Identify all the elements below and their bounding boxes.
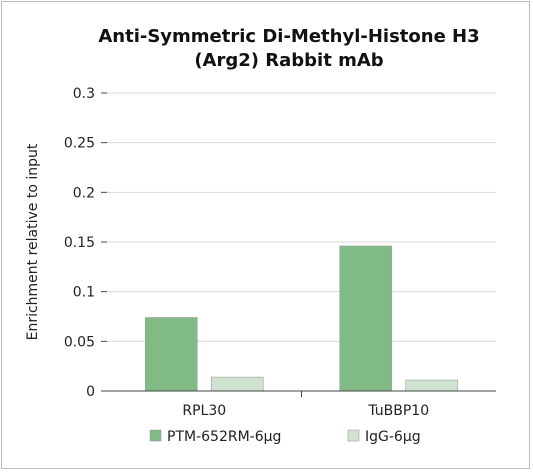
y-tick-labels: 0 0.05 0.1 0.15 0.2 0.25 0.3 xyxy=(64,86,107,400)
legend: PTM-652RM-6μg IgG-6μg xyxy=(149,429,421,445)
bar-tubbp10-series-0 xyxy=(339,245,393,392)
y-tick-label: 0.15 xyxy=(64,235,95,251)
y-tick-label: 0.05 xyxy=(64,334,95,350)
gridlines xyxy=(107,92,496,342)
legend-swatch-0 xyxy=(149,429,162,442)
x-category-labels: RPL30 TuBBP10 xyxy=(182,391,429,419)
x-category-label: RPL30 xyxy=(182,403,226,419)
legend-swatch-1 xyxy=(347,429,360,442)
legend-label-0: PTM-652RM-6μg xyxy=(167,429,281,445)
bar-rpl30-series-1 xyxy=(210,376,264,392)
bar-rpl30-series-0 xyxy=(144,317,198,392)
chart-title-line-1: Anti-Symmetric Di-Methyl-Histone H3 xyxy=(98,26,479,47)
legend-label-1: IgG-6μg xyxy=(365,429,421,445)
y-tick-label: 0.3 xyxy=(73,86,95,102)
bars xyxy=(144,245,459,392)
y-tick-label: 0.1 xyxy=(73,285,95,301)
chart-title-line-2: (Arg2) Rabbit mAb xyxy=(194,50,383,71)
x-category-label: TuBBP10 xyxy=(367,403,429,419)
y-tick-label: 0.2 xyxy=(73,185,95,201)
y-axis-title: Enrichment relative to input xyxy=(25,143,41,340)
y-tick-label: 0.25 xyxy=(64,136,95,152)
y-tick-label: 0 xyxy=(86,384,95,400)
bar-tubbp10-series-1 xyxy=(405,379,459,392)
